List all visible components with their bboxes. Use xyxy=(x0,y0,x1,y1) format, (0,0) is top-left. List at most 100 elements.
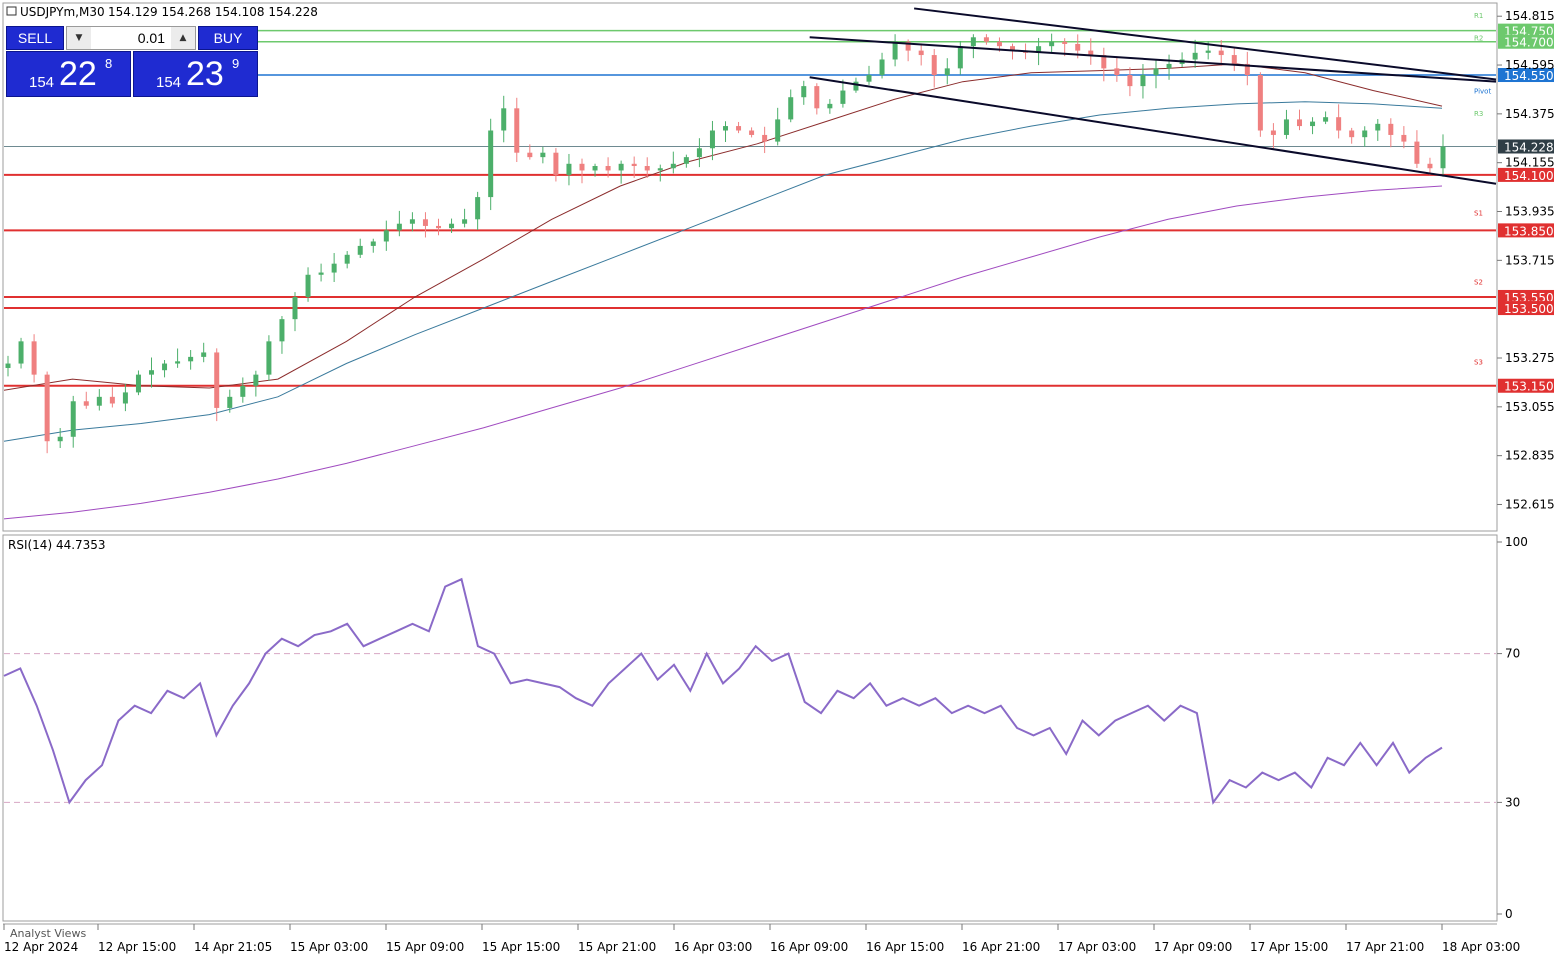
candle-body xyxy=(1427,163,1433,169)
candle-body xyxy=(1088,50,1094,56)
candle-body xyxy=(749,130,755,135)
sell-price-fraction: 8 xyxy=(105,56,113,71)
candle-body xyxy=(866,75,872,82)
level-price-label: 153.150 xyxy=(1504,380,1554,394)
trend-channel[interactable] xyxy=(809,7,1497,185)
pivot-label: R2 xyxy=(1474,34,1483,42)
candle-body xyxy=(566,163,572,175)
candle-body xyxy=(83,401,89,406)
candle-body xyxy=(1010,46,1015,51)
level-price-tag xyxy=(1498,301,1554,316)
chart-menu-icon[interactable] xyxy=(6,6,17,16)
time-tick-label: 17 Apr 15:00 xyxy=(1250,940,1328,954)
candle-body xyxy=(814,86,820,109)
time-tick-label: 15 Apr 21:00 xyxy=(578,940,656,954)
analyst-views-label: Analyst Views xyxy=(10,927,86,940)
time-tick-label: 16 Apr 21:00 xyxy=(962,940,1040,954)
candle-body xyxy=(292,296,298,320)
pivot-label: S3 xyxy=(1474,358,1483,366)
level-price-tag xyxy=(1498,223,1554,238)
candle-body xyxy=(1075,43,1081,51)
candle-body xyxy=(1244,63,1250,76)
time-tick-label: 17 Apr 21:00 xyxy=(1346,940,1424,954)
sell-price-button[interactable]: 154 22 8 xyxy=(6,51,131,97)
sell-button[interactable]: SELL xyxy=(6,26,64,50)
candle-body xyxy=(709,130,715,149)
level-price-tag xyxy=(1498,23,1554,38)
level-price-tag xyxy=(1498,378,1554,393)
candle-body xyxy=(527,152,533,158)
candle-body xyxy=(1218,50,1224,56)
candle-body xyxy=(70,401,76,437)
candle-body xyxy=(1101,55,1107,69)
candle-body xyxy=(175,361,181,364)
candle-body xyxy=(1205,50,1211,53)
candle-body xyxy=(488,130,494,198)
rsi-tick-label: 30 xyxy=(1505,795,1520,809)
candle-body xyxy=(357,245,363,255)
candle-body xyxy=(305,274,311,297)
price-tick-label: 154.815 xyxy=(1505,9,1555,23)
chart-symbol: USDJPYm,M30 xyxy=(20,5,105,19)
candle-body xyxy=(31,341,37,375)
moving-averages xyxy=(3,63,1443,520)
candle-body xyxy=(18,341,24,364)
candle-body xyxy=(383,230,389,242)
candle-body xyxy=(122,392,128,404)
buy-price-button[interactable]: 154 23 9 xyxy=(133,51,258,97)
sell-price-prefix: 154 xyxy=(29,74,55,91)
candle-body xyxy=(1401,134,1407,142)
rsi-pane[interactable] xyxy=(2,534,1498,922)
time-tick-label: 12 Apr 2024 xyxy=(4,940,78,954)
buy-price-fraction: 9 xyxy=(232,56,240,71)
candle-body xyxy=(214,352,220,408)
candle-body xyxy=(1283,119,1289,135)
candle-body xyxy=(475,197,481,220)
buy-button[interactable]: BUY xyxy=(198,26,258,50)
time-tick-label: 17 Apr 03:00 xyxy=(1058,940,1136,954)
trendline xyxy=(809,36,1497,83)
pivot-label: R1 xyxy=(1474,12,1483,20)
moving-average-line xyxy=(3,63,1443,391)
candle-body xyxy=(775,119,781,142)
trendline xyxy=(913,7,1497,81)
candle-body xyxy=(892,41,898,60)
candle-body xyxy=(1127,75,1133,87)
candle-body xyxy=(109,396,115,404)
candle-body xyxy=(1375,123,1381,131)
lot-size-field[interactable]: ▼ 0.01 ▲ xyxy=(66,26,196,50)
buy-price-prefix: 154 xyxy=(156,74,182,91)
candle-body xyxy=(135,374,141,393)
candle-body xyxy=(1049,41,1055,47)
candle-body xyxy=(370,241,376,246)
pivot-label: S2 xyxy=(1474,278,1483,286)
candle-body xyxy=(1310,121,1316,127)
candle-body xyxy=(918,50,924,56)
current-price-tag xyxy=(1498,139,1554,154)
lot-increase-icon[interactable]: ▲ xyxy=(171,27,195,49)
candle-body xyxy=(240,385,246,397)
rsi-title: RSI(14) 44.7353 xyxy=(8,538,106,552)
candle-body xyxy=(553,152,559,175)
price-tick-label: 154.595 xyxy=(1505,58,1555,72)
candle-body xyxy=(723,126,728,131)
trendline xyxy=(809,76,1497,185)
candle-body xyxy=(201,352,207,357)
lot-size-input[interactable]: 0.01 xyxy=(137,30,165,46)
candle-body xyxy=(1153,68,1159,76)
candle-body xyxy=(253,374,259,386)
candle-body xyxy=(827,103,833,109)
candle-body xyxy=(1166,63,1172,69)
price-tick-label: 152.835 xyxy=(1505,449,1555,463)
chart-ohlc: 154.129 154.268 154.108 154.228 xyxy=(108,5,318,19)
candle-body xyxy=(462,219,468,224)
level-price-label: 154.550 xyxy=(1504,69,1554,83)
candle-body xyxy=(1297,119,1302,127)
level-price-label: 154.700 xyxy=(1504,36,1554,50)
level-price-label: 154.100 xyxy=(1504,169,1554,183)
sell-price-main: 22 xyxy=(59,55,97,93)
lot-decrease-icon[interactable]: ▼ xyxy=(67,27,91,49)
price-tick-label: 152.615 xyxy=(1505,497,1555,511)
candle-body xyxy=(1336,117,1342,131)
